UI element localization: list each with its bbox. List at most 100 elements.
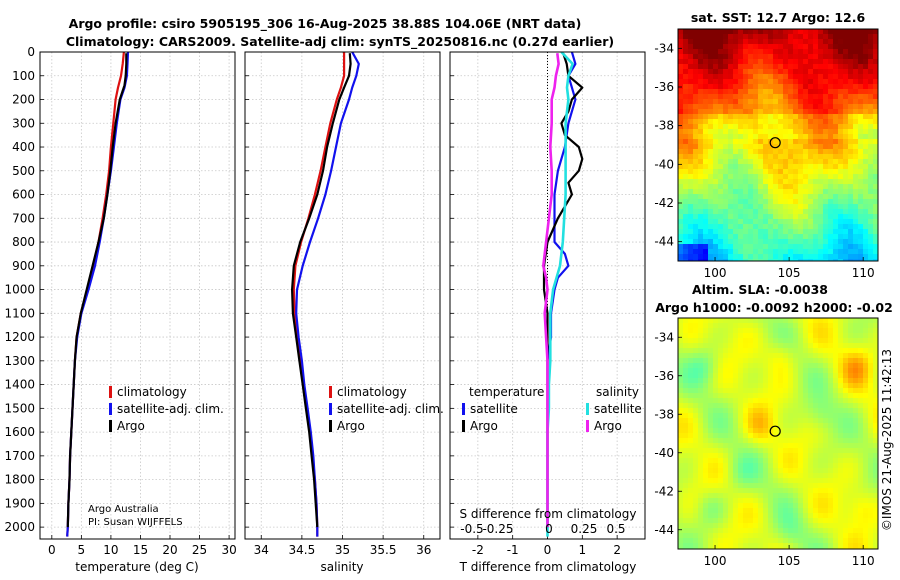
map-cell [798, 473, 804, 479]
map-cell [753, 543, 759, 549]
map-cell [688, 114, 694, 120]
map-cell [823, 79, 829, 85]
map-cell [708, 229, 714, 235]
map-cell [868, 244, 874, 250]
map-cell [748, 448, 754, 454]
map-cell [858, 134, 864, 140]
map-cell [713, 518, 719, 524]
map-cell [808, 373, 814, 379]
map-cell [713, 184, 719, 190]
map-cell [748, 89, 754, 95]
map-cell [838, 74, 844, 80]
map-cell [713, 249, 719, 255]
map-cell [868, 189, 874, 195]
map-cell [743, 478, 749, 484]
map-cell [798, 483, 804, 489]
map-cell [738, 423, 744, 429]
map-cell [853, 353, 859, 359]
map-cell [698, 209, 704, 215]
map-cell [738, 413, 744, 419]
map-cell [798, 254, 804, 260]
map-cell [853, 343, 859, 349]
map-cell [808, 149, 814, 155]
map-cell [833, 194, 839, 200]
map-cell [803, 443, 809, 449]
map-cell [813, 194, 819, 200]
map-cell [853, 39, 859, 45]
map-cell [848, 433, 854, 439]
map-cell [738, 393, 744, 399]
map-cell [753, 483, 759, 489]
map-cell [733, 204, 739, 210]
map-cell [828, 478, 834, 484]
map-cell [848, 503, 854, 509]
map-cell [813, 184, 819, 190]
map-cell [798, 169, 804, 175]
map-cell [798, 249, 804, 255]
map-cell [713, 323, 719, 329]
map-cell [748, 59, 754, 65]
map-cell [778, 39, 784, 45]
map-cell [803, 373, 809, 379]
map-cell [778, 199, 784, 205]
map-y-tick-label: -44 [654, 235, 674, 249]
map-cell [698, 199, 704, 205]
map-cell [743, 179, 749, 185]
map-cell [768, 49, 774, 55]
map-cell [703, 234, 709, 240]
map-cell [758, 518, 764, 524]
map-cell [718, 443, 724, 449]
map-cell [733, 428, 739, 434]
map-cell [788, 393, 794, 399]
map-cell [718, 199, 724, 205]
map-cell [753, 408, 759, 414]
map-cell [863, 473, 869, 479]
map-cell [778, 64, 784, 70]
map-cell [678, 493, 684, 499]
map-cell [833, 533, 839, 539]
map-cell [873, 234, 878, 240]
map-cell [698, 378, 704, 384]
map-cell [823, 139, 829, 145]
map-cell [733, 438, 739, 444]
map-cell [693, 74, 699, 80]
map-cell [848, 244, 854, 250]
map-cell [738, 224, 744, 230]
map-cell [873, 154, 878, 160]
map-cell [768, 169, 774, 175]
map-cell [768, 194, 774, 200]
map-cell [728, 373, 734, 379]
map-cell [718, 229, 724, 235]
map-cell [748, 39, 754, 45]
map-cell [688, 398, 694, 404]
map-cell [753, 393, 759, 399]
map-cell [698, 164, 704, 170]
map-cell [688, 44, 694, 50]
map-cell [708, 493, 714, 499]
map-cell [838, 254, 844, 260]
map-cell [798, 129, 804, 135]
map-cell [853, 423, 859, 429]
map-cell [863, 403, 869, 409]
map-cell [703, 498, 709, 504]
map-cell [873, 149, 878, 155]
map-cell [693, 124, 699, 130]
map-cell [833, 229, 839, 235]
map-cell [683, 448, 689, 454]
map-cell [818, 458, 824, 464]
map-cell [718, 239, 724, 245]
map-cell [758, 29, 764, 35]
map-cell [693, 398, 699, 404]
map-cell [758, 259, 764, 261]
map-cell [803, 104, 809, 110]
map-cell [828, 204, 834, 210]
map-cell [693, 174, 699, 180]
map-cell [833, 224, 839, 230]
map-cell [873, 99, 878, 105]
map-cell [678, 134, 684, 140]
map-cell [743, 224, 749, 230]
map-cell [823, 144, 829, 150]
map-cell [833, 109, 839, 115]
map-cell [688, 184, 694, 190]
map-cell [798, 448, 804, 454]
